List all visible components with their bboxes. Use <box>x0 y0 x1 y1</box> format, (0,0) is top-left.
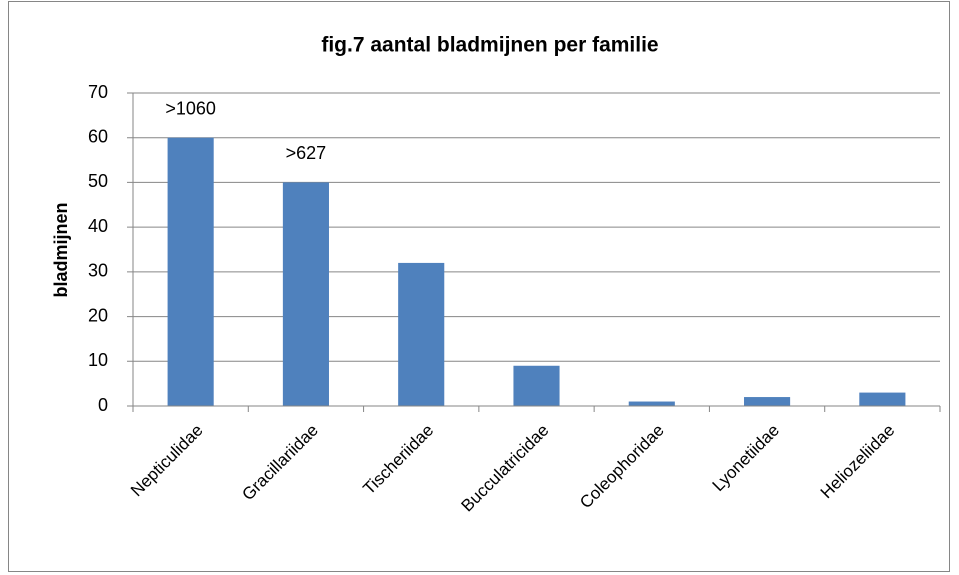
y-tick-label: 10 <box>88 350 108 370</box>
y-tick-label: 60 <box>88 126 108 146</box>
y-tick-label: 50 <box>88 171 108 191</box>
bar <box>859 392 906 406</box>
y-tick-label: 70 <box>88 82 108 102</box>
chart-title: fig.7 aantal bladmijnen per familie <box>321 34 658 57</box>
y-tick-label: 0 <box>98 395 108 415</box>
bar <box>167 137 214 406</box>
y-tick-label: 20 <box>88 305 108 325</box>
y-tick-label: 40 <box>88 216 108 236</box>
y-tick-label: 30 <box>88 261 108 281</box>
y-axis-label: bladmijnen <box>51 202 71 297</box>
bar <box>282 182 329 406</box>
chart-border <box>8 1 950 572</box>
bar <box>744 397 791 406</box>
bar <box>628 401 675 406</box>
bar-annotation: >627 <box>286 143 327 163</box>
bar-annotation: >1060 <box>165 98 216 118</box>
bar <box>398 262 445 406</box>
bar <box>513 365 560 406</box>
